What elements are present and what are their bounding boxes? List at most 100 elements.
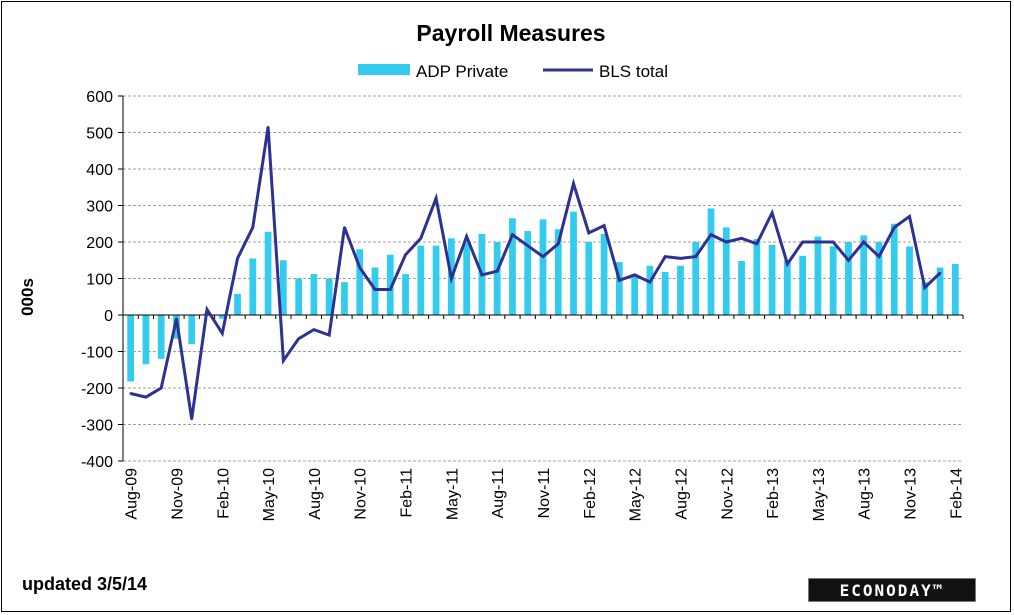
x-tick-label: Feb-13 (765, 468, 782, 519)
adp-bar (722, 227, 730, 315)
y-tick-label: 600 (86, 89, 113, 106)
bls-point (816, 240, 820, 244)
y-tick-label: 500 (86, 126, 113, 143)
adp-bar (768, 244, 776, 315)
bls-point (648, 280, 652, 284)
bls-point (847, 259, 850, 262)
bls-point (862, 240, 865, 244)
bls-point (495, 270, 499, 273)
y-tick-label: 100 (86, 272, 113, 289)
bls-point (205, 308, 209, 311)
bls-point (144, 395, 148, 399)
adp-bar (127, 315, 134, 382)
adp-bar (371, 267, 379, 315)
adp-bar (310, 274, 318, 315)
bls-point (358, 266, 361, 269)
adp-bar (142, 315, 150, 365)
adp-bar (234, 293, 241, 315)
bls-point (266, 125, 270, 129)
adp-bars (127, 208, 959, 382)
bls-point (282, 359, 285, 362)
bls-point (709, 233, 713, 236)
adp-bar (386, 254, 394, 315)
axes (122, 96, 964, 461)
x-tick-label: Feb-12 (582, 468, 599, 519)
x-tick-labels: Aug-09 Nov-09 Feb-10 May-10 Aug-10 Nov-10 Feb-… (124, 468, 966, 521)
bls-point (801, 240, 804, 244)
adp-bar (661, 271, 669, 315)
x-tick-label: Nov-10 (353, 468, 370, 520)
y-tick-label: 400 (86, 162, 113, 179)
x-tick-label: Aug-13 (857, 468, 874, 520)
legend-label-adp: ADP Private (416, 62, 508, 81)
adp-bar (264, 231, 272, 315)
adp-bar (738, 260, 745, 315)
bls-point (755, 242, 759, 246)
x-tick-label: May-12 (628, 468, 645, 521)
adp-bar (692, 242, 700, 315)
bls-point (893, 226, 896, 229)
x-tick-label: Feb-14 (948, 468, 965, 519)
y-tick-label: -300 (81, 418, 113, 435)
x-tick-label: May-11 (444, 468, 461, 520)
adp-bar (356, 249, 364, 315)
adp-bar (646, 265, 654, 315)
x-tick-label: Feb-11 (399, 468, 416, 518)
x-tick-label: Nov-12 (719, 468, 736, 520)
x-tick-label: Nov-09 (170, 468, 187, 520)
y-tick-label: -200 (81, 381, 113, 398)
bls-point (618, 279, 621, 282)
bls-line (130, 126, 942, 420)
y-axis-label: 000s (18, 278, 37, 316)
adp-bar (814, 236, 822, 315)
x-tick-label: Aug-12 (674, 468, 691, 520)
bls-point (221, 332, 224, 335)
adp-bar (799, 255, 806, 315)
chart-title: Payroll Measures (416, 20, 605, 46)
bls-point (557, 242, 560, 246)
adp-bar (875, 242, 883, 315)
adp-bar (493, 242, 501, 315)
adp-bar (906, 246, 913, 315)
adp-bar (539, 219, 547, 315)
bls-point (725, 240, 728, 244)
adp-bar (890, 223, 898, 315)
bls-point (297, 337, 300, 340)
adp-bar (417, 245, 425, 315)
x-tick-label: Aug-09 (124, 468, 141, 520)
adp-bar (753, 239, 761, 315)
x-tick-label: May-10 (261, 468, 278, 521)
y-tick-label: -100 (81, 345, 113, 362)
adp-bar (829, 246, 837, 315)
adp-bar (952, 263, 959, 315)
adp-bar (784, 260, 791, 315)
y-tick-labels: 600 500 400 300 200 100 0 -100 -200 -300 -400 (81, 89, 113, 471)
bls-point (587, 231, 591, 235)
adp-bar (249, 258, 257, 315)
bls-point (877, 255, 881, 258)
adp-bar (325, 278, 333, 315)
adp-bar (218, 315, 226, 319)
y-tick-label: 200 (86, 235, 113, 252)
bls-point (465, 235, 468, 238)
updated-note: updated 3/5/14 (22, 574, 148, 594)
adp-bar (600, 233, 608, 315)
adp-bar (707, 208, 715, 315)
legend-swatch-adp (358, 64, 410, 75)
bls-point (312, 328, 316, 331)
bls-point (236, 257, 239, 260)
bls-point (526, 244, 529, 247)
bls-point (572, 182, 575, 185)
bls-point (480, 273, 484, 277)
bls-point (908, 215, 911, 218)
bls-point (159, 386, 163, 390)
bls-point (831, 240, 835, 244)
bls-point (511, 233, 514, 236)
adp-bar (432, 245, 440, 315)
adp-bar (524, 231, 532, 315)
adp-bar (631, 274, 638, 315)
y-tick-label: 0 (104, 308, 113, 325)
bls-point (129, 392, 132, 395)
